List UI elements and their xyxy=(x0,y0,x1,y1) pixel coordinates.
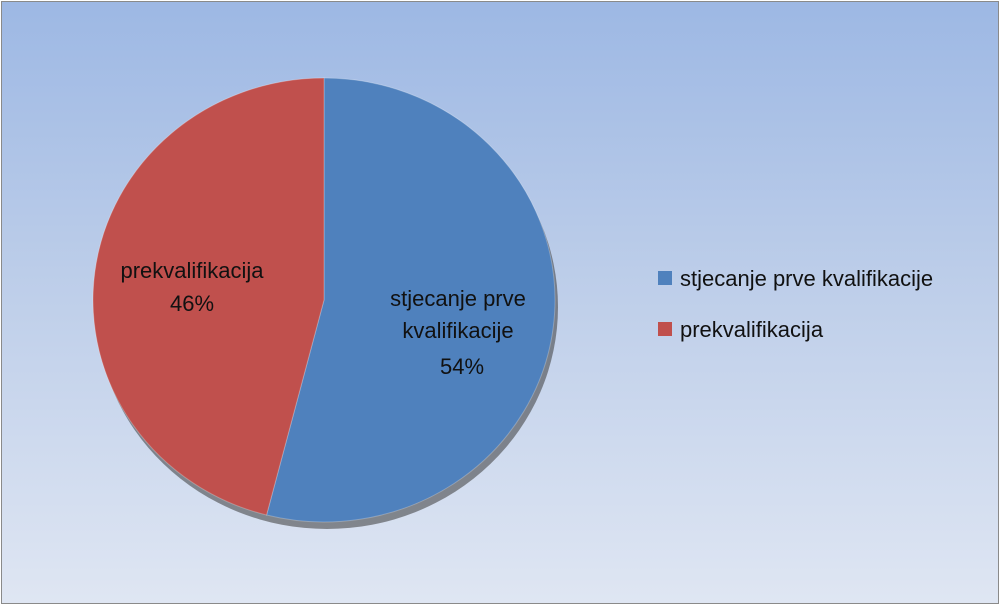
data-label-0-percent: 54% xyxy=(440,354,484,379)
pie-slice-1 xyxy=(92,77,325,516)
legend-entry-1: prekvalifikacija xyxy=(680,317,824,342)
legend-swatch-1 xyxy=(658,322,672,336)
legend-entry-0: stjecanje prve kvalifikacije xyxy=(680,266,933,291)
data-label-1-line-0: prekvalifikacija xyxy=(120,258,264,283)
data-label-0-line-1: kvalifikacije xyxy=(402,318,513,343)
legend-swatch-0 xyxy=(658,271,672,285)
data-label-1-percent: 46% xyxy=(170,291,214,316)
data-label-0-line-0: stjecanje prve xyxy=(390,286,526,311)
pie-slice-0 xyxy=(265,77,556,523)
